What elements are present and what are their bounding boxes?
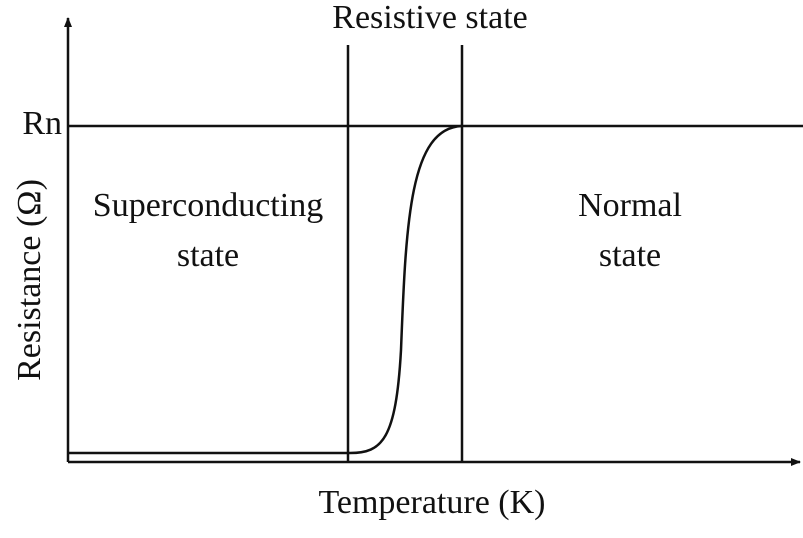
y-axis-label: Resistance (Ω) xyxy=(11,179,48,381)
resistance-curve xyxy=(68,124,463,455)
title: Resistive state xyxy=(332,0,527,36)
region-label: state xyxy=(599,237,661,274)
rn-label: Rn xyxy=(22,105,62,142)
region-label: Normal xyxy=(578,187,682,224)
region-label: Superconducting xyxy=(93,187,323,224)
x-axis-label: Temperature (K) xyxy=(319,484,546,521)
region-label: state xyxy=(177,237,239,274)
